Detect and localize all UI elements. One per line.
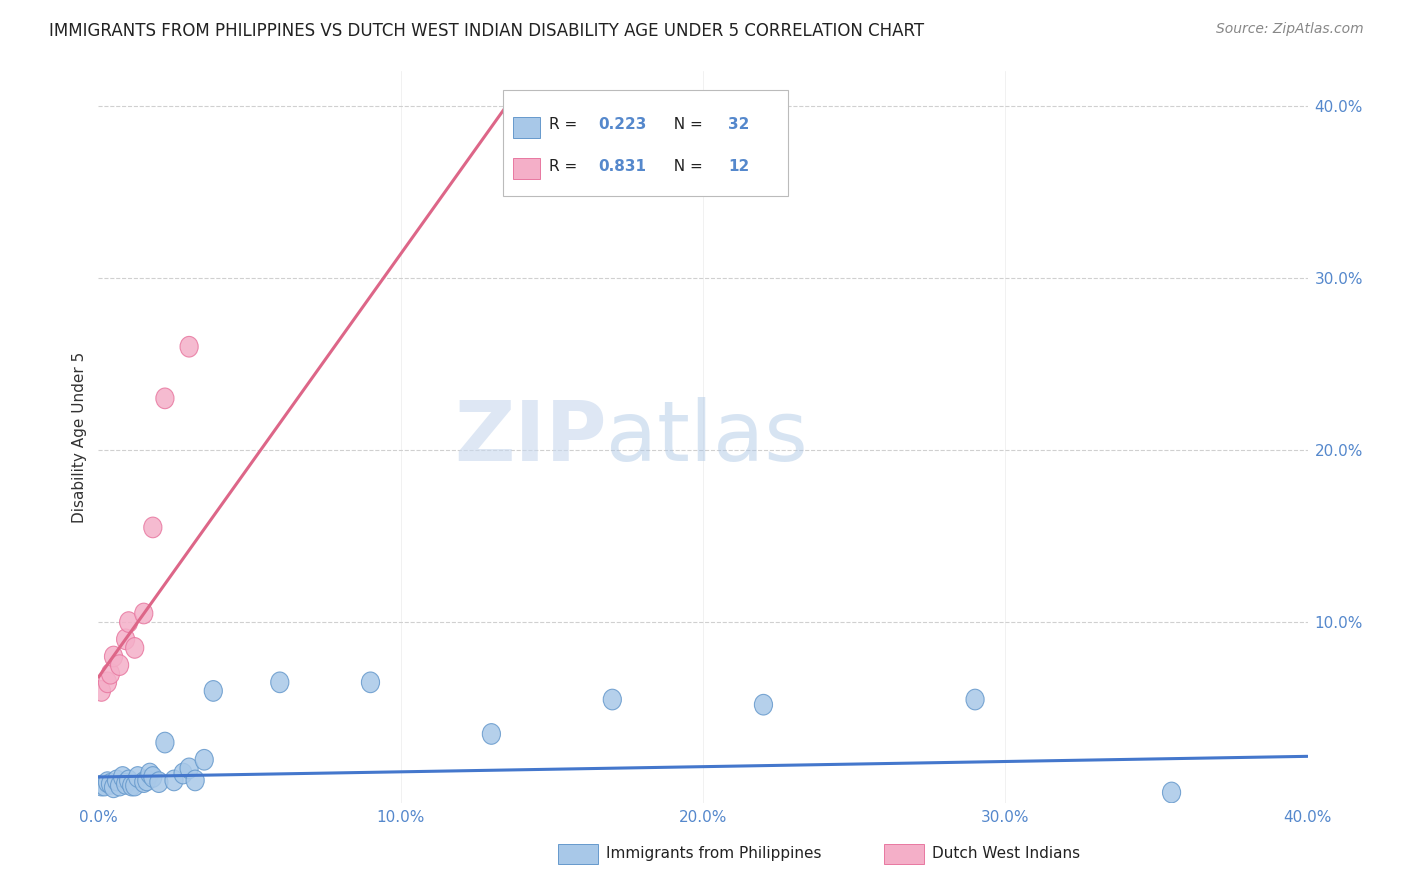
Ellipse shape (120, 770, 138, 790)
Text: 32: 32 (728, 117, 749, 132)
Ellipse shape (186, 770, 204, 790)
Text: IMMIGRANTS FROM PHILIPPINES VS DUTCH WEST INDIAN DISABILITY AGE UNDER 5 CORRELAT: IMMIGRANTS FROM PHILIPPINES VS DUTCH WES… (49, 22, 924, 40)
Ellipse shape (180, 336, 198, 357)
Ellipse shape (111, 775, 129, 796)
Ellipse shape (156, 388, 174, 409)
Ellipse shape (122, 775, 141, 796)
Ellipse shape (1163, 782, 1181, 803)
FancyBboxPatch shape (503, 90, 787, 195)
Ellipse shape (101, 773, 120, 794)
Ellipse shape (150, 772, 167, 792)
Ellipse shape (143, 766, 162, 788)
Ellipse shape (125, 638, 143, 658)
Ellipse shape (125, 775, 143, 796)
Ellipse shape (135, 603, 153, 624)
Ellipse shape (117, 629, 135, 649)
Text: 0.831: 0.831 (598, 159, 645, 174)
Ellipse shape (271, 672, 288, 693)
Ellipse shape (174, 764, 193, 784)
Text: 12: 12 (728, 159, 749, 174)
Ellipse shape (143, 517, 162, 538)
Ellipse shape (755, 694, 772, 715)
Text: R =: R = (550, 117, 582, 132)
Ellipse shape (180, 758, 198, 779)
Ellipse shape (204, 681, 222, 701)
Text: atlas: atlas (606, 397, 808, 477)
Ellipse shape (135, 772, 153, 792)
Ellipse shape (482, 723, 501, 744)
Ellipse shape (104, 646, 122, 667)
Ellipse shape (107, 770, 125, 790)
Text: R =: R = (550, 159, 582, 174)
Ellipse shape (120, 612, 138, 632)
Ellipse shape (603, 690, 621, 710)
Ellipse shape (138, 770, 156, 790)
Ellipse shape (141, 764, 159, 784)
Ellipse shape (104, 777, 122, 797)
Ellipse shape (101, 664, 120, 684)
Ellipse shape (361, 672, 380, 693)
Text: Source: ZipAtlas.com: Source: ZipAtlas.com (1216, 22, 1364, 37)
Ellipse shape (165, 770, 183, 790)
Bar (558, 844, 598, 863)
Bar (884, 844, 924, 863)
Ellipse shape (156, 732, 174, 753)
Ellipse shape (195, 749, 214, 770)
Ellipse shape (98, 672, 117, 693)
Text: N =: N = (664, 159, 709, 174)
Ellipse shape (111, 655, 129, 675)
Ellipse shape (93, 681, 111, 701)
Text: Dutch West Indians: Dutch West Indians (932, 847, 1080, 862)
Text: 0.223: 0.223 (598, 117, 647, 132)
Ellipse shape (117, 773, 135, 794)
Bar (513, 117, 540, 138)
Ellipse shape (966, 690, 984, 710)
Text: ZIP: ZIP (454, 397, 606, 477)
Ellipse shape (93, 775, 111, 796)
Ellipse shape (114, 766, 132, 788)
Ellipse shape (129, 766, 146, 788)
Text: N =: N = (664, 117, 709, 132)
Text: Immigrants from Philippines: Immigrants from Philippines (606, 847, 821, 862)
Ellipse shape (96, 775, 114, 796)
Bar (513, 159, 540, 179)
Y-axis label: Disability Age Under 5: Disability Age Under 5 (72, 351, 87, 523)
Ellipse shape (98, 772, 117, 792)
